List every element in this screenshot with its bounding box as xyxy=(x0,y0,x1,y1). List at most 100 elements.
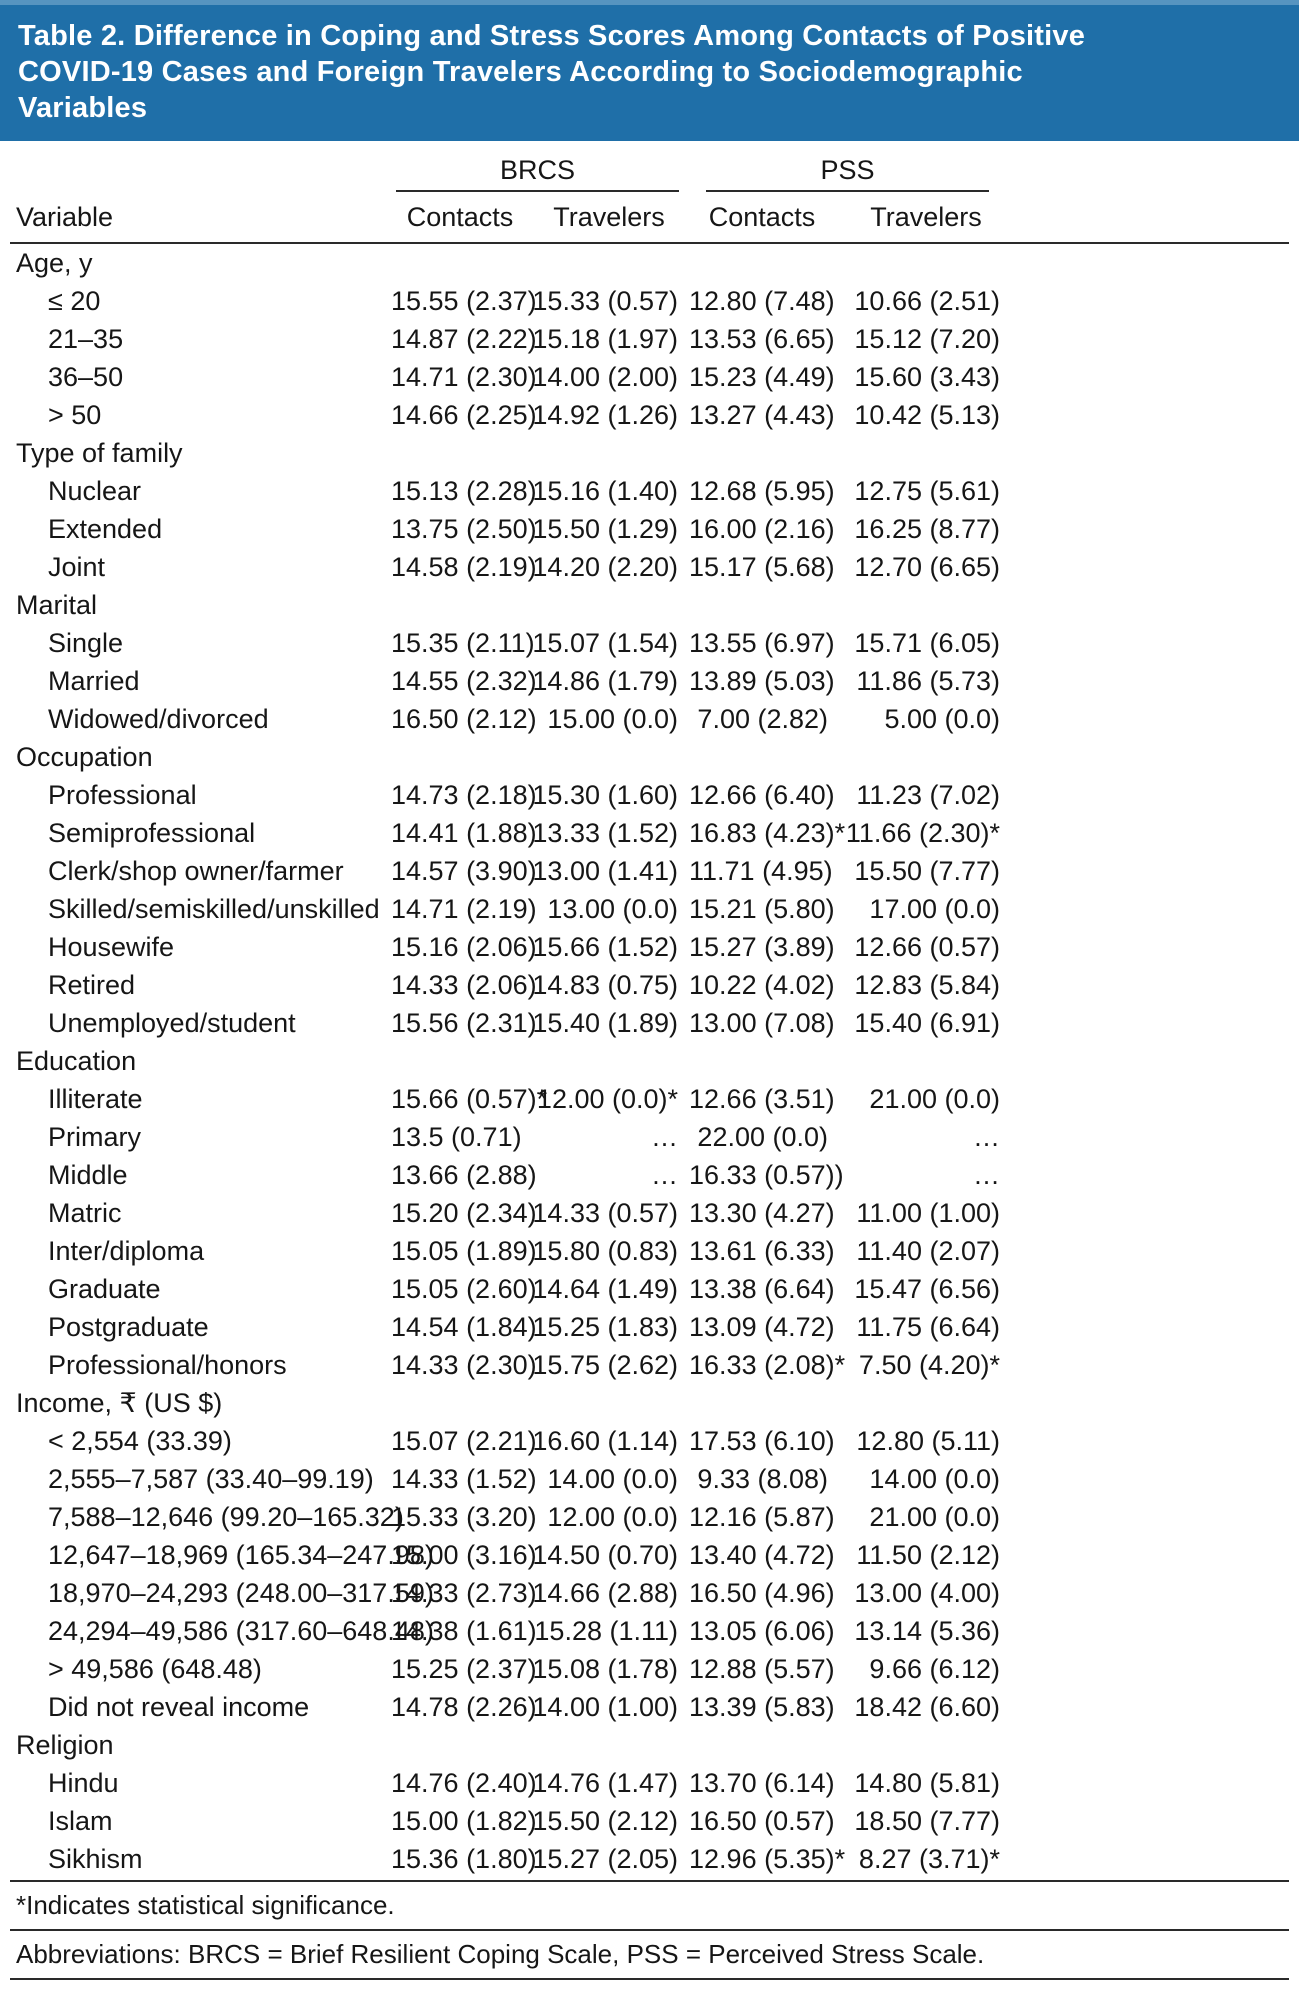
section-label: Type of family xyxy=(16,438,183,468)
row-label: Semiprofessional xyxy=(48,818,256,848)
cell-value: 13.05 (6.06) xyxy=(689,1616,835,1646)
row-label: Single xyxy=(48,628,124,658)
cell-value: 15.00 (0.0) xyxy=(547,704,679,734)
data-table: BRCS PSS Variable Contacts Travelers Con… xyxy=(10,145,1289,1882)
cell-value: … xyxy=(651,1122,679,1152)
table-header: BRCS PSS Variable Contacts Travelers Con… xyxy=(10,145,1289,244)
row-label: Illiterate xyxy=(48,1084,143,1114)
cell-value: 15.27 (2.05) xyxy=(530,1840,689,1882)
filler-cell xyxy=(1016,1346,1289,1384)
table-row: 21–35 14.87 (2.22) 15.18 (1.97) 13.53 (6.65… xyxy=(10,320,1289,358)
table-row: Graduate 15.05 (2.60) 14.64 (1.49) 13.38 (6… xyxy=(10,1270,1289,1308)
cell-value: 12.83 (5.84) xyxy=(854,970,1001,1000)
table-row: Nuclear 15.13 (2.28) 15.16 (1.40) 12.68 (5.… xyxy=(10,472,1289,510)
cell-value: 12.00 (0.0) xyxy=(547,1502,679,1532)
table-row: Single 15.35 (2.11) 15.07 (1.54) 13.55 (6.9… xyxy=(10,624,1289,662)
cell-value: 15.36 (1.80) xyxy=(390,1840,537,1882)
table-row: Postgraduate 14.54 (1.84) 15.25 (1.83) 13.0… xyxy=(10,1308,1289,1346)
cell-value: 14.55 (2.32) xyxy=(391,666,537,696)
table-row: Widowed/divorced 16.50 (2.12) 15.00 (0.0) 7… xyxy=(10,700,1289,738)
cell-value: 13.00 (1.41) xyxy=(532,856,679,886)
cell-value: 7.50 (4.20)* xyxy=(858,1350,1001,1380)
filler-cell xyxy=(1016,1498,1289,1536)
cell-value: 15.07 (1.54) xyxy=(532,628,679,658)
col-header-pss-travelers: Travelers xyxy=(836,193,1017,244)
cell-value: 21.00 (0.0) xyxy=(869,1502,1001,1532)
cell-value: 14.76 (1.47) xyxy=(532,1768,679,1798)
cell-value: 15.30 (1.60) xyxy=(532,780,679,810)
cell-value: 12.66 (6.40) xyxy=(689,780,835,810)
cell-value: 12.80 (5.11) xyxy=(856,1426,1001,1456)
cell-value: 11.50 (2.12) xyxy=(856,1540,1001,1570)
cell-value: 14.64 (1.49) xyxy=(532,1274,679,1304)
section-row: Occupation xyxy=(10,738,1289,776)
cell-value: 21.00 (0.0) xyxy=(869,1084,1001,1114)
cell-value: 16.50 (4.96) xyxy=(689,1578,835,1608)
table-title-line-1: Table 2. Difference in Coping and Stress… xyxy=(18,20,1086,52)
cell-value: 13.66 (2.88) xyxy=(391,1160,537,1190)
section-row: Education xyxy=(10,1042,1289,1080)
cell-value: 14.33 (0.57) xyxy=(532,1198,679,1228)
filler-cell xyxy=(1016,396,1289,434)
table-row: Professional 14.73 (2.18) 15.30 (1.60) 12.6… xyxy=(10,776,1289,814)
cell-value: 15.27 (3.89) xyxy=(689,932,835,962)
cell-value: 9.33 (8.08) xyxy=(697,1464,829,1494)
section-row: Age, y xyxy=(10,243,1289,282)
cell-value: 9.66 (6.12) xyxy=(869,1654,1001,1684)
cell-value: 15.16 (1.40) xyxy=(532,476,679,506)
cell-value: 18.50 (7.77) xyxy=(854,1806,1001,1836)
cell-value: 14.38 (1.61) xyxy=(391,1616,537,1646)
table-row: Hindu 14.76 (2.40) 14.76 (1.47) 13.70 (6.14… xyxy=(10,1764,1289,1802)
cell-value: 12.68 (5.95) xyxy=(689,476,835,506)
row-label: Nuclear xyxy=(48,476,142,506)
filler-cell xyxy=(1016,1460,1289,1498)
filler-cell xyxy=(1016,1764,1289,1802)
cell-value: 14.33 (2.73) xyxy=(391,1578,537,1608)
cell-value: 16.50 (2.12) xyxy=(391,704,537,734)
section-label: Education xyxy=(16,1046,137,1076)
cell-value: 14.87 (2.22) xyxy=(391,324,537,354)
cell-value: 16.83 (4.23)* xyxy=(689,818,846,848)
cell-value: 14.66 (2.88) xyxy=(532,1578,679,1608)
cell-value: 13.09 (4.72) xyxy=(689,1312,835,1342)
cell-value: 15.50 (1.29) xyxy=(532,514,679,544)
filler-cell xyxy=(1016,548,1289,586)
cell-value: 16.60 (1.14) xyxy=(532,1426,679,1456)
cell-value: 15.25 (1.83) xyxy=(532,1312,679,1342)
table-row: 2,555–7,587 (33.40–99.19) 14.33 (1.52) 14.… xyxy=(10,1460,1289,1498)
table-row: > 49,586 (648.48) 15.25 (2.37) 15.08 (1.78… xyxy=(10,1650,1289,1688)
row-label: Clerk/shop owner/farmer xyxy=(48,856,344,886)
cell-value: 10.22 (4.02) xyxy=(689,970,835,1000)
section-row: Type of family xyxy=(10,434,1289,472)
cell-value: 15.56 (2.31) xyxy=(391,1008,537,1038)
cell-value: 13.00 (0.0) xyxy=(547,894,679,924)
table-row: 36–50 14.71 (2.30) 14.00 (2.00) 15.23 (4.49… xyxy=(10,358,1289,396)
cell-value: 10.66 (2.51) xyxy=(854,286,1001,316)
footnote-significance: *Indicates statistical significance. xyxy=(10,1882,1289,1931)
cell-value: 15.05 (2.60) xyxy=(391,1274,537,1304)
cell-value: 15.16 (2.06) xyxy=(391,932,537,962)
table-row: Inter/diploma 15.05 (1.89) 15.80 (0.83) 13.… xyxy=(10,1232,1289,1270)
table-title-line-3: Variables xyxy=(18,92,148,124)
filler-cell xyxy=(1016,890,1289,928)
table-footnotes: *Indicates statistical significance. Abb… xyxy=(10,1882,1289,1980)
row-label: Inter/diploma xyxy=(48,1236,205,1266)
col-header-filler xyxy=(1016,193,1289,244)
cell-value: 8.27 (3.71)* xyxy=(836,1840,1017,1882)
footnote-abbreviations: Abbreviations: BRCS = Brief Resilient Co… xyxy=(10,1931,1289,1980)
row-label: Middle xyxy=(48,1160,128,1190)
filler-cell xyxy=(1016,1004,1289,1042)
table-row: Skilled/semiskilled/unskilled 14.71 (2.19… xyxy=(10,890,1289,928)
row-label: > 50 xyxy=(48,400,102,430)
filler-cell xyxy=(1016,1232,1289,1270)
row-label: Islam xyxy=(48,1806,113,1836)
row-label: Unemployed/student xyxy=(48,1008,296,1038)
cell-value: 13.38 (6.64) xyxy=(689,1274,835,1304)
cell-value: 12.80 (7.48) xyxy=(689,286,835,316)
cell-value: 15.33 (0.57) xyxy=(532,286,679,316)
cell-value: 15.07 (2.21) xyxy=(391,1426,537,1456)
row-label: 36–50 xyxy=(48,362,124,392)
cell-value: 15.20 (2.34) xyxy=(391,1198,537,1228)
filler-cell xyxy=(1016,472,1289,510)
table-row: Joint 14.58 (2.19) 14.20 (2.20) 15.17 (5.68… xyxy=(10,548,1289,586)
